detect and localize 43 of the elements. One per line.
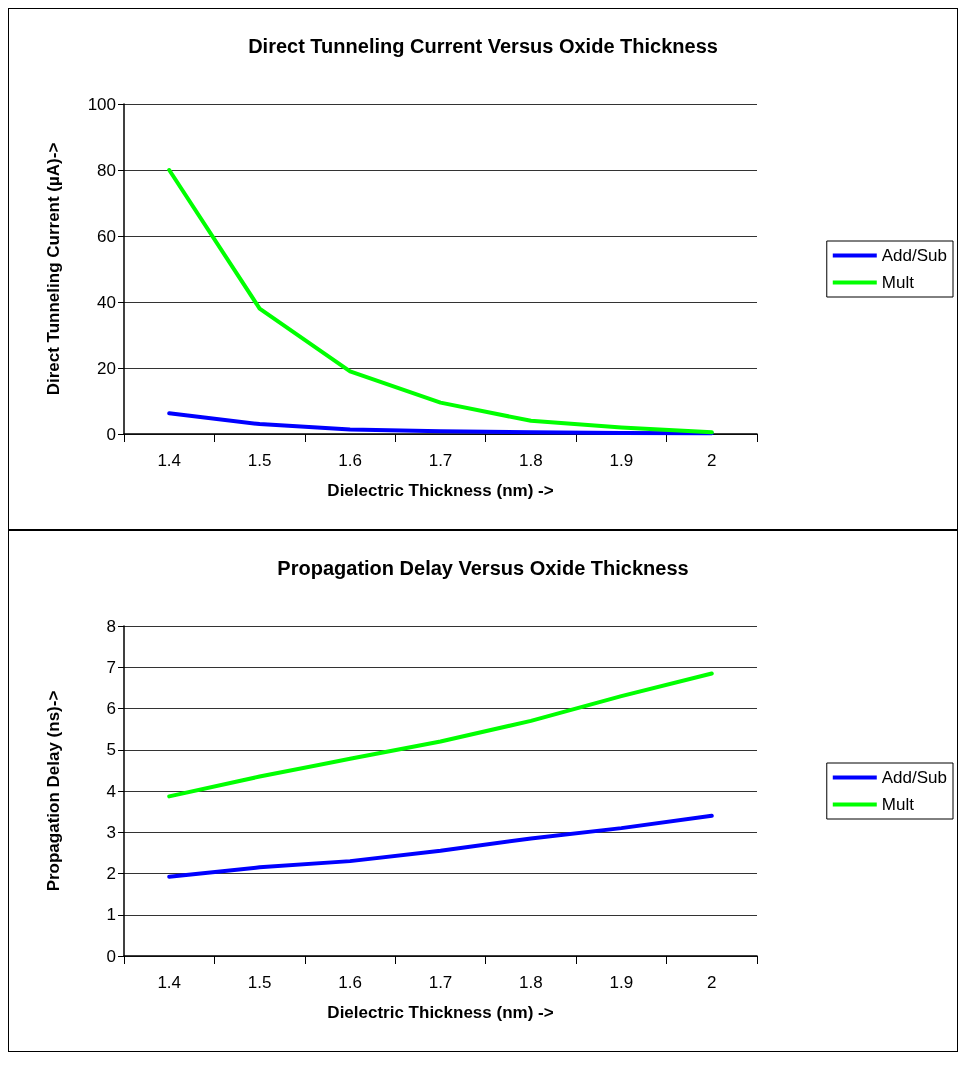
y-tick-label: 60 bbox=[97, 226, 116, 246]
y-tick-label: 8 bbox=[106, 616, 116, 636]
x-tick-label: 1.6 bbox=[338, 451, 362, 470]
x-tick-label: 1.6 bbox=[338, 973, 362, 992]
line-series bbox=[167, 411, 714, 436]
x-tick-label: 1.9 bbox=[609, 973, 634, 992]
x-tick-label: 1.5 bbox=[247, 973, 272, 992]
legend-label: Add/Sub bbox=[881, 246, 948, 265]
y-tick-label: 2 bbox=[106, 864, 116, 883]
x-axis-title: Dielectric Thickness (nm) -> bbox=[327, 1003, 554, 1022]
y-tick-label: 20 bbox=[97, 358, 116, 378]
y-axis-title: Direct Tunneling Current (µA)-> bbox=[44, 142, 63, 396]
x-tick-label: 1.7 bbox=[428, 451, 453, 470]
x-tick-label: 1.8 bbox=[519, 451, 543, 470]
x-tick-label: 1.8 bbox=[519, 973, 543, 992]
y-axis-title: Propagation Delay (ns)-> bbox=[44, 690, 63, 892]
x-tick-label: 1.4 bbox=[157, 973, 182, 992]
line-series bbox=[167, 168, 714, 435]
x-tick-label: 1.7 bbox=[428, 973, 453, 992]
y-tick-label: 1 bbox=[106, 905, 116, 925]
y-tick-label: 5 bbox=[106, 740, 116, 760]
y-tick-label: 100 bbox=[87, 94, 116, 114]
x-tick-label: 1.5 bbox=[247, 451, 272, 470]
y-tick-label: 0 bbox=[106, 946, 116, 966]
y-tick-label: 6 bbox=[106, 699, 116, 718]
x-tick-label: 2 bbox=[707, 451, 717, 470]
x-tick-label: 1.9 bbox=[609, 451, 634, 470]
legend-label: Mult bbox=[881, 795, 915, 814]
x-tick-label: 2 bbox=[707, 973, 717, 992]
y-tick-label: 7 bbox=[106, 657, 116, 677]
legend-label: Mult bbox=[881, 273, 915, 292]
y-tick-label: 40 bbox=[97, 292, 116, 312]
line-series bbox=[167, 671, 714, 799]
y-tick-label: 80 bbox=[97, 160, 116, 180]
legend-label: Add/Sub bbox=[881, 768, 948, 787]
chart-title: Direct Tunneling Current Versus Oxide Thickness bbox=[248, 35, 718, 57]
x-axis-title: Dielectric Thickness (nm) -> bbox=[327, 481, 554, 500]
y-tick-label: 4 bbox=[106, 781, 116, 801]
y-tick-label: 0 bbox=[106, 424, 116, 444]
y-tick-label: 3 bbox=[106, 822, 116, 842]
x-tick-label: 1.4 bbox=[157, 451, 182, 470]
chart-title: Propagation Delay Versus Oxide Thickness bbox=[277, 557, 689, 579]
line-series bbox=[167, 813, 714, 879]
